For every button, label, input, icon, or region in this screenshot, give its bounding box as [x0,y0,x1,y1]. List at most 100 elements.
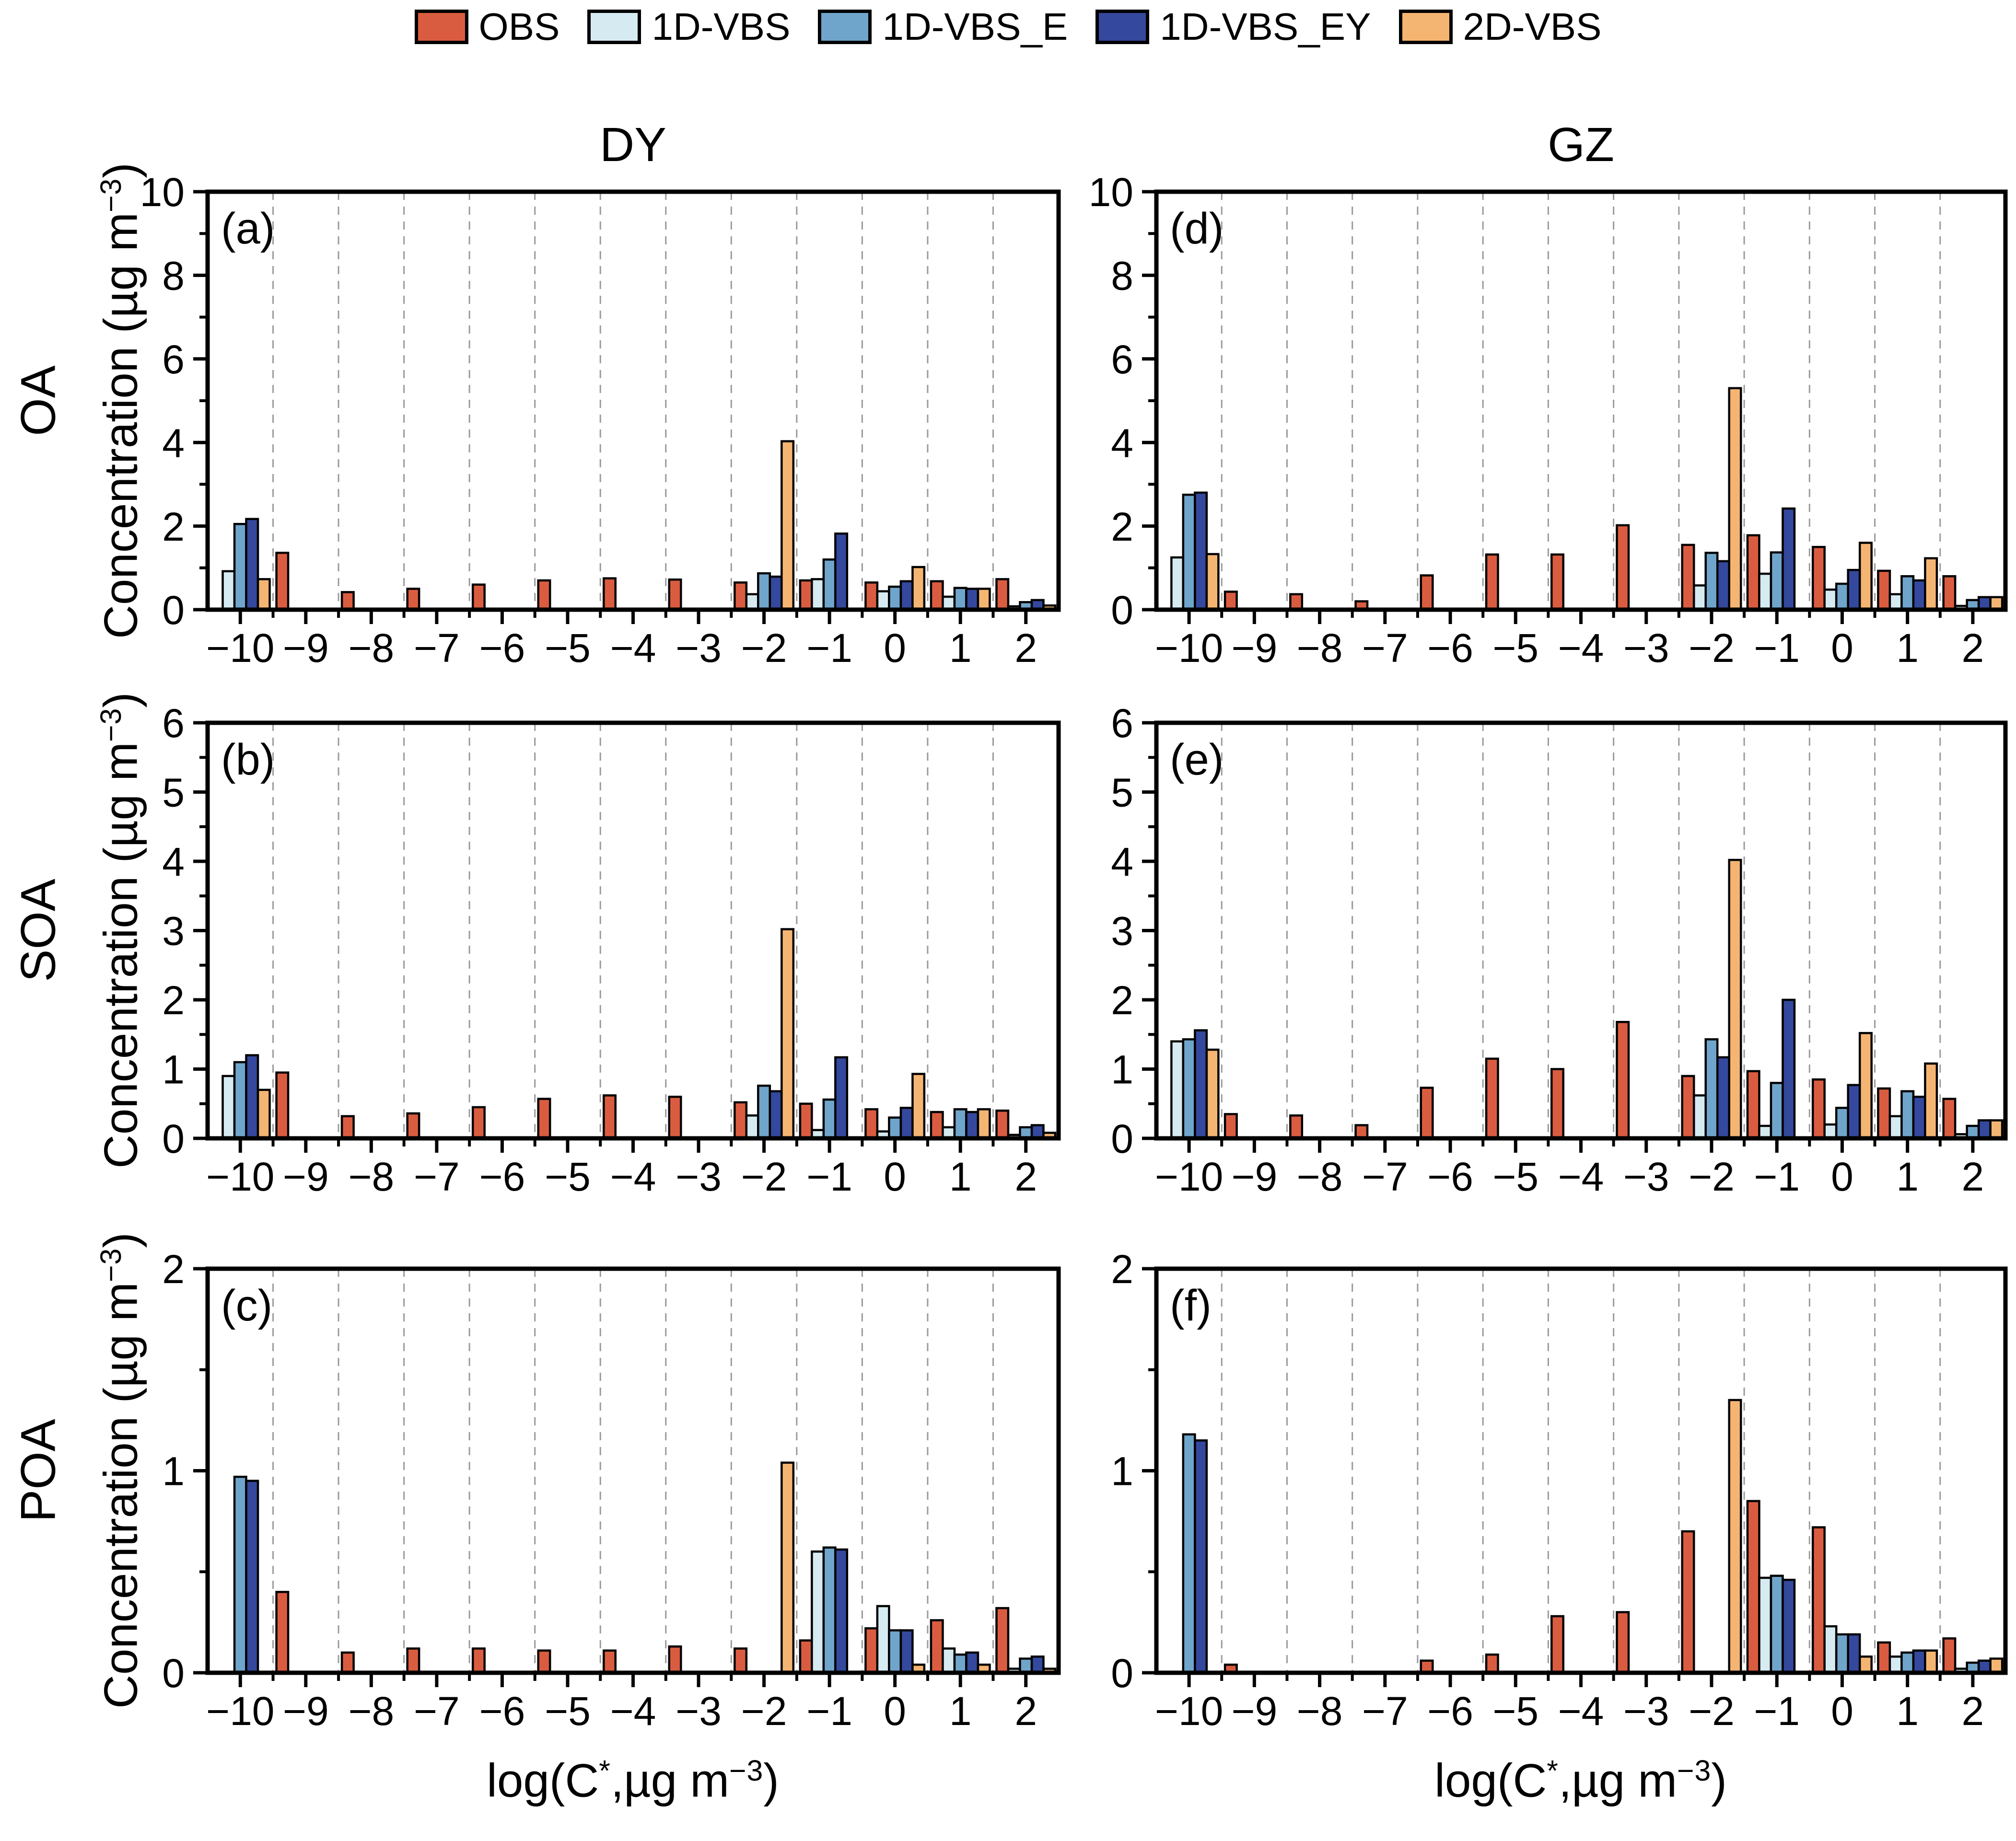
y-tick-label: 3 [1111,909,1133,954]
bar-OBS-x-3 [1616,524,1630,611]
bar-1D-VBS_EY-x1 [965,588,979,611]
bar-1D-VBS_E-x-10 [1182,1038,1196,1140]
y-tick-label: 0 [162,1116,185,1161]
x-tick-label: −5 [545,1689,591,1734]
bar-OBS-x0 [1811,1078,1826,1140]
bar-2D-VBS-x1 [977,588,991,611]
bar-OBS-x1 [1877,1087,1891,1140]
bar-OBS-x-4 [603,1094,617,1140]
legend-swatch-1d-vbs [587,10,641,44]
x-tick-label: −4 [610,1154,656,1199]
bar-OBS-x0 [1811,545,1826,611]
legend-item-2d-vbs: 2D-VBS [1398,8,1601,46]
bar-OBS-x0 [864,1108,879,1140]
bar-OBS-x-6 [471,1647,486,1674]
bar-OBS-x2 [1942,1637,1957,1674]
bar-OBS-x-1 [799,1639,813,1674]
y-tick-label: 8 [1111,254,1133,299]
bar-OBS-x-9 [1224,1113,1238,1140]
bar-OBS-x-1 [1746,1070,1760,1140]
legend-item-1d-vbs-e: 1D-VBS_E [818,8,1068,46]
bar-1D-VBS_EY-x1 [965,1111,979,1140]
bar-1D-VBS_E-x-1 [1770,1575,1784,1674]
x-tick-label: 2 [1962,1689,1984,1734]
x-tick-label: −8 [348,1154,394,1199]
x-tick-label: −5 [545,1154,591,1199]
panel-frame [205,189,1061,612]
bar-OBS-x-6 [471,1106,486,1140]
x-tick-label: −1 [806,625,852,671]
x-tick-label: −2 [741,1154,787,1199]
y-tick-label: 2 [1111,504,1133,549]
bar-1D-VBS_E-x-1 [1770,1082,1784,1140]
bar-1D-VBS-x-1 [811,578,825,611]
x-tick-label: −3 [676,625,722,671]
x-tick-label: −2 [1689,625,1735,671]
bar-1D-VBS_EY-x1 [1912,1649,1926,1674]
bar-1D-VBS_EY-x-10 [1194,491,1208,611]
column-title-gz: GZ [1548,118,1614,172]
bar-2D-VBS-x-10 [256,1088,271,1140]
x-tick-label: −1 [1754,625,1800,671]
bar-OBS-x-4 [603,577,617,611]
bar-2D-VBS-x-2 [1728,387,1742,611]
x-tick-label: −8 [1297,1689,1343,1734]
bar-OBS-x1 [930,1619,944,1674]
bar-OBS-x0 [1811,1526,1826,1674]
bar-1D-VBS-x-1 [1758,572,1772,611]
bar-1D-VBS_EY-x-1 [1782,998,1796,1140]
y-tick-label: 5 [1111,770,1133,815]
bar-2D-VBS-x-2 [1728,1399,1742,1674]
y-tick-label: 2 [162,504,185,549]
x-tick-label: −8 [1297,625,1343,671]
x-tick-label: −7 [414,1689,460,1734]
x-tick-label: −6 [1427,625,1473,671]
bar-1D-VBS_EY-x-10 [245,1480,259,1674]
x-tick-label: −4 [1558,1689,1604,1734]
x-tick-label: −7 [414,625,460,671]
bar-2D-VBS-x-10 [1205,1048,1220,1140]
y-tick-label: 6 [1111,337,1133,382]
legend-item-obs: OBS [414,5,560,48]
x-tick-label: −7 [1362,1154,1408,1199]
x-tick-label: 0 [884,1689,906,1734]
y-tick-label: 0 [162,588,185,633]
x-tick-label: 1 [1896,1154,1919,1199]
x-tick-label: 2 [1014,1154,1037,1199]
y-tick-label: 2 [162,1247,185,1292]
x-tick-label: 1 [1896,1689,1919,1734]
y-tick-label: 1 [162,1449,185,1494]
bar-OBS-x-2 [1681,544,1695,611]
x-tick-label: −10 [206,1689,275,1734]
bar-OBS-x-6 [1420,1087,1434,1140]
panel-frame [1154,1266,2008,1675]
bar-OBS-x-1 [799,1102,813,1140]
bar-2D-VBS-x0 [1858,1656,1873,1674]
bar-OBS-x-3 [668,1096,682,1140]
y-tick-label: 2 [1111,1247,1133,1292]
x-tick-label: −6 [1427,1154,1473,1199]
y-tick-label: 8 [162,254,185,299]
legend-label-obs: OBS [478,5,560,48]
bar-1D-VBS-x0 [876,590,890,611]
bar-1D-VBS_E-x-2 [1704,552,1719,611]
bar-1D-VBS-x-10 [1170,1040,1185,1140]
x-tick-label: −9 [1231,1689,1277,1734]
bar-1D-VBS-x1 [942,1647,956,1674]
bar-1D-VBS-x-10 [221,570,236,611]
bar-OBS-x-4 [603,1649,617,1674]
panel-letter: (e) [1170,735,1224,784]
bar-OBS-x-8 [340,1115,355,1140]
bar-1D-VBS_E-x-10 [1182,1433,1196,1674]
bar-1D-VBS_E-x-10 [1182,493,1196,611]
x-tick-label: −2 [741,625,787,671]
x-tick-label: −6 [479,1689,525,1734]
column-title-dy: DY [600,118,666,172]
bar-OBS-x-5 [537,579,551,611]
x-tick-label: 2 [1014,625,1037,671]
bar-OBS-x-5 [537,1649,551,1674]
bar-1D-VBS-x-2 [745,1114,759,1140]
x-tick-label: −5 [1492,625,1538,671]
